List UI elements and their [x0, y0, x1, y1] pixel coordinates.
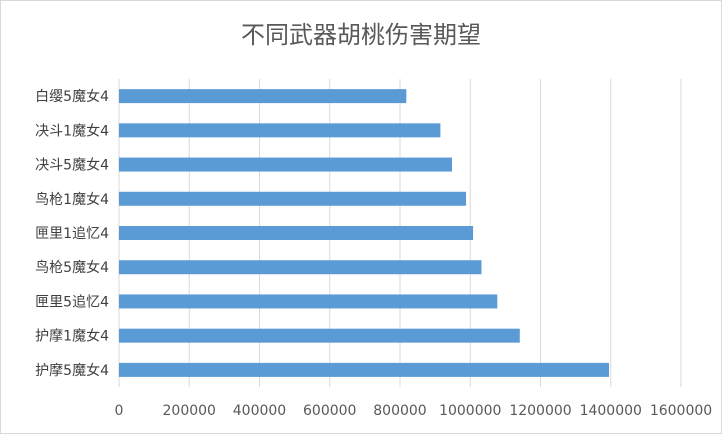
bar [119, 191, 467, 206]
bar [119, 123, 441, 138]
x-tick-label: 1200000 [509, 403, 571, 419]
category-label: 鸟枪1魔女4 [35, 191, 109, 208]
category-label: 鸟枪5魔女4 [35, 259, 109, 276]
category-label: 匣里5追忆4 [35, 294, 109, 310]
x-tick-label: 1400000 [580, 403, 642, 419]
category-label: 决斗1魔女4 [35, 122, 109, 139]
category-label: 决斗5魔女4 [35, 157, 109, 174]
bar [119, 260, 482, 275]
x-tick-label: 800000 [373, 403, 426, 419]
category-label: 匣里1追忆4 [35, 226, 109, 242]
bar [119, 294, 498, 309]
x-tick-label: 200000 [163, 403, 216, 419]
x-tick-label: 0 [115, 403, 124, 419]
bar [119, 328, 520, 343]
x-tick-label: 600000 [303, 403, 356, 419]
bar [119, 362, 609, 377]
bar [119, 89, 407, 104]
category-label: 白缨5魔女4 [35, 88, 109, 105]
category-label: 护摩1魔女4 [35, 328, 109, 345]
x-tick-label: 400000 [233, 403, 286, 419]
x-tick-label: 1600000 [650, 403, 712, 419]
x-tick-label: 1000000 [439, 403, 501, 419]
category-label: 护摩5魔女4 [35, 362, 109, 379]
chart-title: 不同武器胡桃伤害期望 [241, 21, 481, 49]
bar [119, 157, 452, 172]
bar [119, 226, 474, 240]
